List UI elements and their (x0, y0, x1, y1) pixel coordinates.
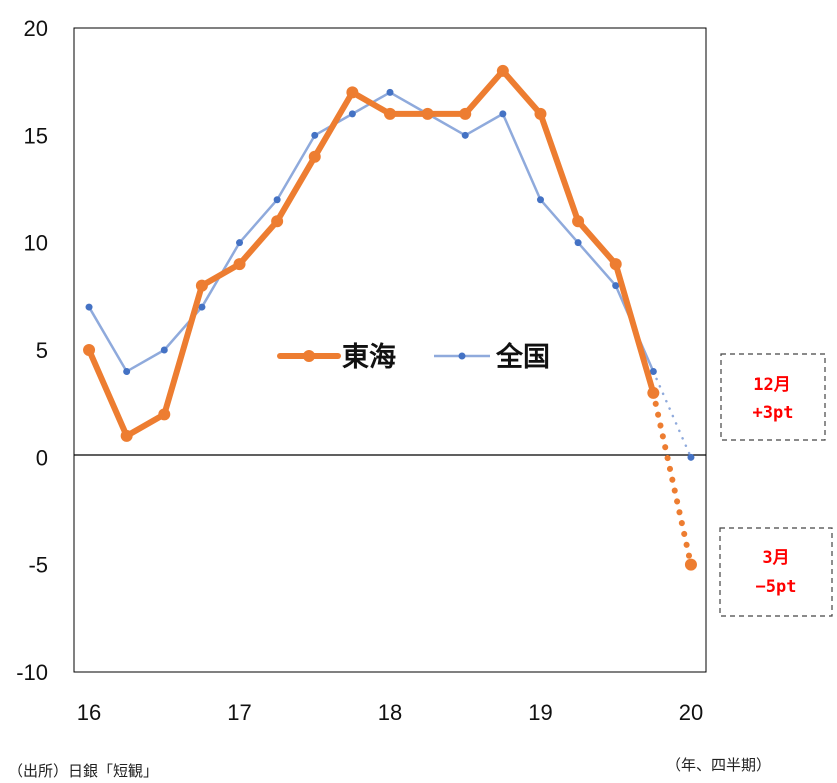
data-point-national (536, 196, 544, 204)
y-tick-label: 5 (36, 338, 48, 363)
annotation-line2: −5pt (756, 577, 797, 597)
data-point-national (123, 367, 131, 375)
data-point-tokai (83, 344, 96, 356)
x-tick-label: 17 (227, 700, 251, 725)
data-point-tokai (195, 279, 208, 292)
y-tick-label: -5 (28, 553, 48, 578)
data-point-national (311, 131, 319, 139)
annotation-box (719, 527, 833, 617)
data-point-national (687, 453, 695, 461)
data-point-tokai (684, 558, 697, 571)
data-point-tokai (384, 107, 396, 120)
data-point-tokai (572, 215, 585, 228)
x-tick-label: 16 (77, 700, 101, 725)
x-tick-label: 20 (679, 700, 703, 725)
data-point-national (461, 131, 469, 139)
data-point-national (574, 239, 582, 247)
data-point-tokai (421, 107, 434, 120)
data-point-tokai (233, 258, 246, 271)
annotation-box (720, 353, 826, 441)
data-point-national (649, 367, 657, 375)
legend: 東海 全国 (277, 341, 550, 373)
data-point-tokai (346, 86, 359, 99)
x-axis-ticks: 16 17 18 19 20 (77, 700, 703, 725)
data-point-national (85, 303, 93, 311)
y-axis-ticks: 20 15 10 5 0 -5 -10 (16, 16, 48, 685)
annotation-march: 3月 −5pt (719, 527, 833, 617)
data-point-tokai (609, 258, 622, 271)
data-point-national (160, 346, 168, 354)
legend-label-tokai: 東海 (342, 342, 396, 373)
y-tick-label: 15 (24, 123, 48, 148)
series-layer (83, 64, 697, 571)
legend-marker-tokai (303, 350, 315, 362)
y-tick-label: 20 (24, 16, 48, 41)
annotation-december: 12月 +3pt (720, 353, 826, 441)
legend-label-national: 全国 (495, 341, 550, 373)
data-point-national (348, 110, 356, 118)
annotation-line1: 12月 (753, 375, 790, 395)
data-point-tokai (271, 215, 284, 228)
data-point-tokai (647, 386, 660, 399)
y-tick-label: -10 (16, 660, 48, 685)
series-forecast-line-national (652, 370, 693, 459)
data-point-tokai (120, 429, 133, 442)
series-line-tokai (86, 67, 657, 439)
data-point-tokai (308, 150, 321, 163)
data-point-national (612, 282, 620, 290)
data-point-national (386, 88, 394, 96)
annotation-line2: +3pt (753, 403, 794, 423)
data-point-tokai (158, 408, 171, 421)
data-point-tokai (459, 107, 472, 120)
y-tick-label: 10 (24, 231, 48, 256)
series-forecast-line-tokai (650, 389, 694, 568)
data-point-national (273, 196, 281, 204)
x-tick-label: 19 (528, 700, 552, 725)
y-tick-label: 0 (36, 445, 48, 470)
annotation-line1: 3月 (762, 548, 789, 568)
plot-area (73, 27, 707, 673)
data-point-national (236, 239, 244, 247)
x-tick-label: 18 (378, 700, 402, 725)
x-axis-unit-label: （年、四半期） (666, 756, 771, 774)
data-point-tokai (534, 107, 547, 120)
legend-marker-national (458, 352, 466, 360)
data-point-national (198, 303, 206, 311)
source-note: （出所）日銀「短観」 (8, 762, 158, 780)
data-point-national (499, 110, 507, 118)
data-point-tokai (496, 64, 509, 77)
